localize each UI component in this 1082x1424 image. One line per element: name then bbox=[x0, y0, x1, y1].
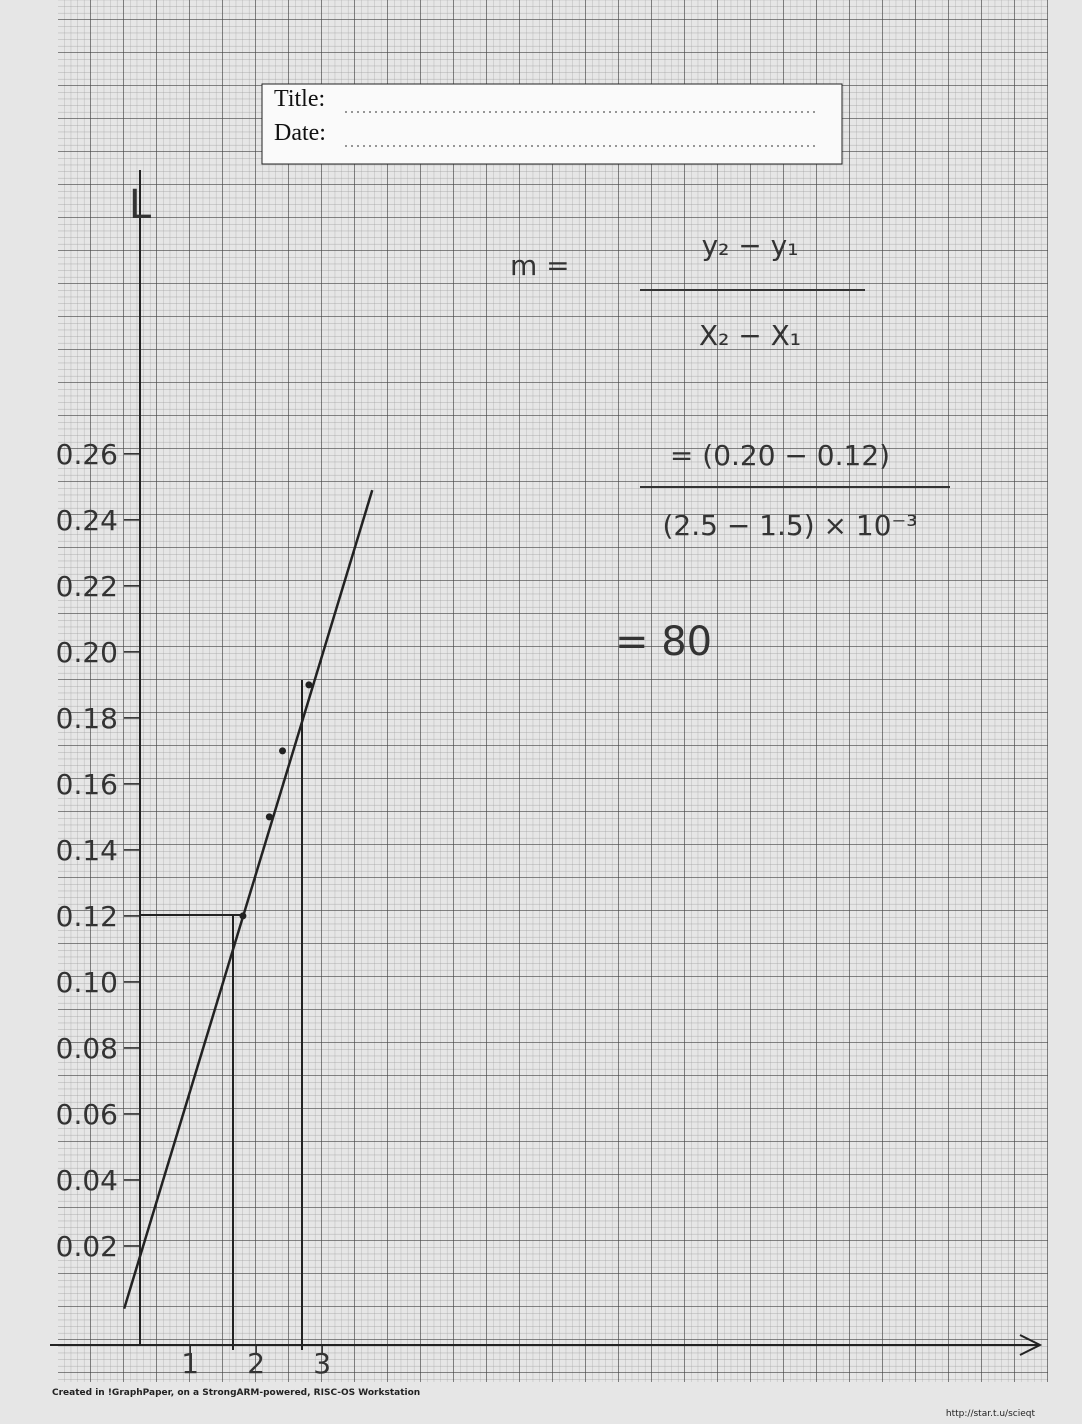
y-tick-label: 0.06 bbox=[56, 1098, 118, 1131]
title-box bbox=[262, 84, 842, 164]
date-label: Date: bbox=[274, 120, 326, 146]
x-tick-label: 2 bbox=[247, 1347, 265, 1380]
calc-lhs: m = bbox=[510, 249, 570, 282]
grid bbox=[58, 0, 1048, 1382]
data-point bbox=[239, 912, 246, 919]
y-tick-label: 0.16 bbox=[56, 768, 118, 801]
footer-url: http://star.t.u/scieqt bbox=[946, 1409, 1036, 1419]
page: Title: Date: m = y₂ − y₁ X₂ − X₁ = (0.20… bbox=[0, 0, 1082, 1424]
calc-step-denominator: (2.5 − 1.5) × 10⁻³ bbox=[662, 509, 917, 542]
y-tick-label: 0.10 bbox=[56, 966, 118, 999]
y-tick-label: 0.04 bbox=[56, 1164, 118, 1197]
y-tick-label: 0.18 bbox=[56, 702, 118, 735]
x-tick-label: 3 bbox=[313, 1347, 331, 1380]
x-tick-label: 1 bbox=[181, 1347, 199, 1380]
y-axis-label: L bbox=[129, 182, 152, 228]
y-tick-label: 0.20 bbox=[56, 636, 118, 669]
y-tick-label: 0.26 bbox=[56, 438, 118, 471]
calc-denominator: X₂ − X₁ bbox=[699, 319, 801, 352]
data-point bbox=[279, 747, 286, 754]
calc-step-numerator: = (0.20 − 0.12) bbox=[670, 439, 890, 472]
calc-numerator: y₂ − y₁ bbox=[702, 229, 799, 262]
title-label: Title: bbox=[274, 86, 325, 112]
y-tick-label: 0.08 bbox=[56, 1032, 118, 1065]
footer-credit: Created in !GraphPaper, on a StrongARM-p… bbox=[52, 1388, 420, 1398]
y-tick-label: 0.02 bbox=[56, 1230, 118, 1263]
graph-paper: Title: Date: m = y₂ − y₁ X₂ − X₁ = (0.20… bbox=[0, 0, 1082, 1424]
y-tick-label: 0.24 bbox=[56, 504, 118, 537]
y-tick-label: 0.14 bbox=[56, 834, 118, 867]
data-point bbox=[266, 813, 273, 820]
y-tick-label: 0.22 bbox=[56, 570, 118, 603]
y-tick-label: 0.12 bbox=[56, 900, 118, 933]
calc-result: = 80 bbox=[615, 619, 712, 665]
data-point bbox=[305, 681, 312, 688]
